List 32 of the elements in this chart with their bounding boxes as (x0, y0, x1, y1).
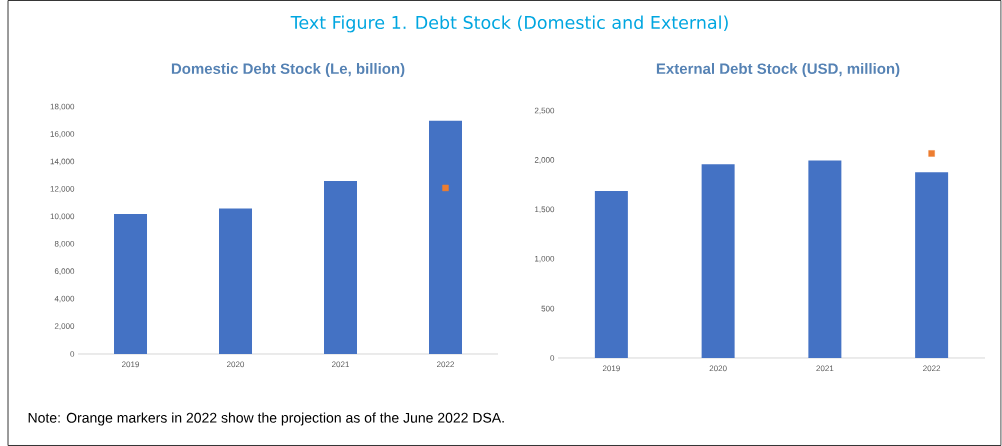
x-tick-label: 2021 (332, 361, 350, 368)
x-tick-label: 2020 (709, 365, 727, 372)
bar (114, 214, 148, 354)
text: Note: Orange markers in 2022 show the projection as of the June 2022 DSA. (28, 412, 504, 426)
y-tick-label: 2,000 (54, 323, 75, 330)
bar (219, 208, 252, 354)
x-tick-label: 2020 (227, 361, 245, 368)
y-tick-label: 2,500 (534, 107, 555, 115)
y-tick-label: 18,000 (50, 103, 75, 111)
y-tick-label: 0 (550, 355, 555, 361)
x-tick-label: 2022 (437, 361, 454, 368)
y-tick-label: 12,000 (50, 186, 75, 193)
y-tick-label: 16,000 (50, 131, 75, 138)
y-tick-label: 1,000 (535, 255, 555, 263)
x-tick-label: 2019 (122, 361, 140, 368)
y-tick-label: 4,000 (54, 295, 75, 303)
y-tick-label: 1,500 (535, 206, 555, 214)
x-tick-label: 2021 (816, 365, 834, 372)
y-tick-label: 14,000 (50, 158, 75, 166)
chart-title: External Debt Stock (USD, million) (656, 63, 900, 77)
y-tick-label: 2,000 (534, 157, 555, 164)
chart-title: Domestic Debt Stock (Le, billion) (171, 63, 405, 77)
x-tick-label: 2022 (923, 365, 941, 372)
y-tick-label: 500 (541, 305, 555, 312)
text: Text Figure 1. Debt Stock (Domestic and External) (290, 15, 728, 33)
y-tick-label: 10,000 (50, 213, 75, 221)
y-tick-label: 8,000 (54, 240, 75, 248)
bar (324, 181, 357, 354)
y-tick-label: 6,000 (54, 268, 75, 275)
y-tick-label: 0 (70, 351, 75, 357)
bar (429, 120, 462, 354)
x-tick-label: 2019 (602, 365, 620, 372)
